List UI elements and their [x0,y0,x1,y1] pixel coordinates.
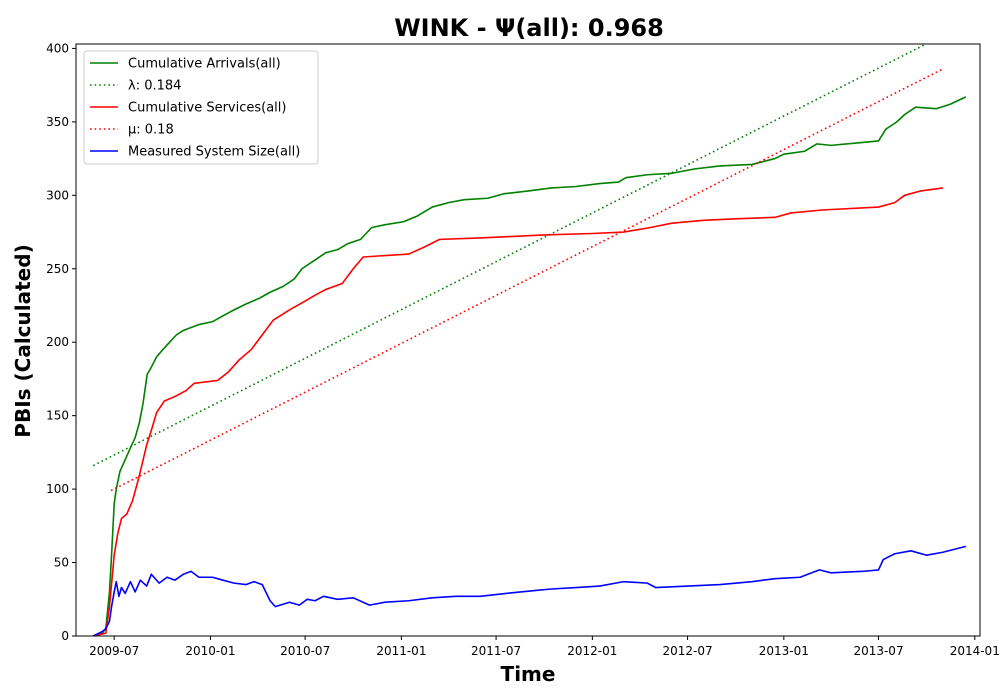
x-tick-label-2010-01: 2010-01 [185,644,235,658]
chart-title: WINK - Ψ(all): 0.968 [394,14,664,42]
y-tick-label-50: 50 [54,556,69,570]
y-tick-label-100: 100 [46,482,69,496]
x-tick-label-2013-01: 2013-01 [759,644,809,658]
legend-label-1: λ: 0.184 [128,79,181,94]
series-line-2-cumulative-services-all [93,187,943,636]
x-tick-label-2014-01: 2014-01 [950,644,1000,658]
legend-label-0: Cumulative Arrivals(all) [128,57,281,72]
axes-layer: 0 50 100 150 200 250 300 350 400 2009-07 2010-01 20… [46,41,1000,658]
series-line-1-0-184 [92,44,927,467]
series-line-4-measured-system-size-all [92,545,967,636]
x-tick-label-2012-07: 2012-07 [662,644,712,658]
x-tick-label-2011-07: 2011-07 [471,644,521,658]
legend-box [83,50,319,165]
series-layer [92,44,967,636]
y-tick-label-400: 400 [46,41,69,55]
y-tick-label-250: 250 [46,262,69,276]
legend-label-3: μ: 0.18 [128,123,174,138]
legend: Cumulative Arrivals(all) λ: 0.184 Cumulati… [83,50,319,165]
x-tick-label-2011-01: 2011-01 [376,644,426,658]
x-tick-label-2009-07: 2009-07 [89,644,139,658]
x-tick-label-2013-07: 2013-07 [853,644,903,658]
legend-label-4: Measured System Size(all) [128,145,300,160]
series-line-0-cumulative-arrivals-all [93,96,967,636]
legend-label-2: Cumulative Services(all) [128,101,286,116]
x-tick-label-2010-07: 2010-07 [280,644,330,658]
y-axis-title: PBIs (Calculated) [11,244,35,437]
y-tick-label-150: 150 [46,409,69,423]
y-tick-label-0: 0 [61,629,69,643]
y-tick-label-350: 350 [46,115,69,129]
y-tick-label-300: 300 [46,188,69,202]
x-tick-label-2012-01: 2012-01 [567,644,617,658]
plot-frame [75,43,981,637]
x-axis-title: Time [501,662,556,686]
y-tick-label-200: 200 [46,335,69,349]
